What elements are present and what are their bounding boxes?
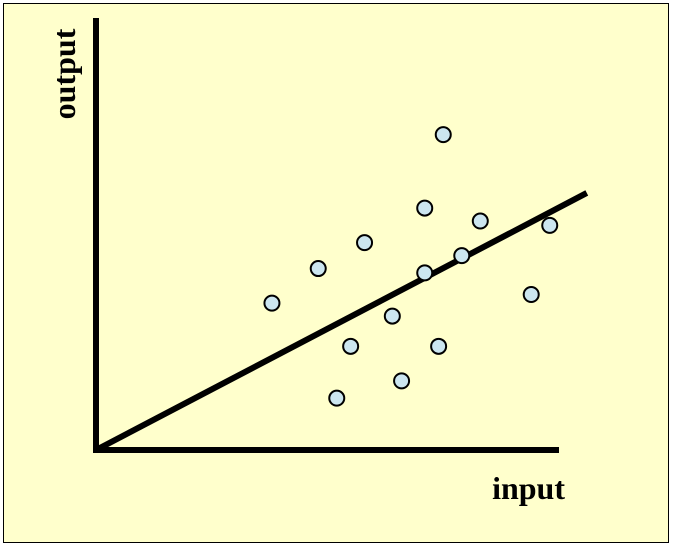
data-point: [356, 234, 374, 252]
data-points: [263, 126, 559, 407]
data-point: [393, 372, 411, 390]
data-point: [309, 260, 327, 278]
y-axis-label: output: [46, 28, 82, 119]
data-point: [416, 199, 434, 217]
data-point: [342, 337, 360, 355]
data-point: [416, 264, 434, 282]
data-point: [328, 389, 346, 407]
x-axis-label: input: [492, 470, 565, 506]
data-point: [434, 126, 452, 144]
data-point: [471, 212, 489, 230]
data-point: [522, 285, 540, 303]
data-point: [430, 337, 448, 355]
trend-line: [94, 190, 589, 453]
data-point: [541, 216, 559, 234]
data-point: [263, 294, 281, 312]
data-point: [383, 307, 401, 325]
data-point: [453, 247, 471, 265]
